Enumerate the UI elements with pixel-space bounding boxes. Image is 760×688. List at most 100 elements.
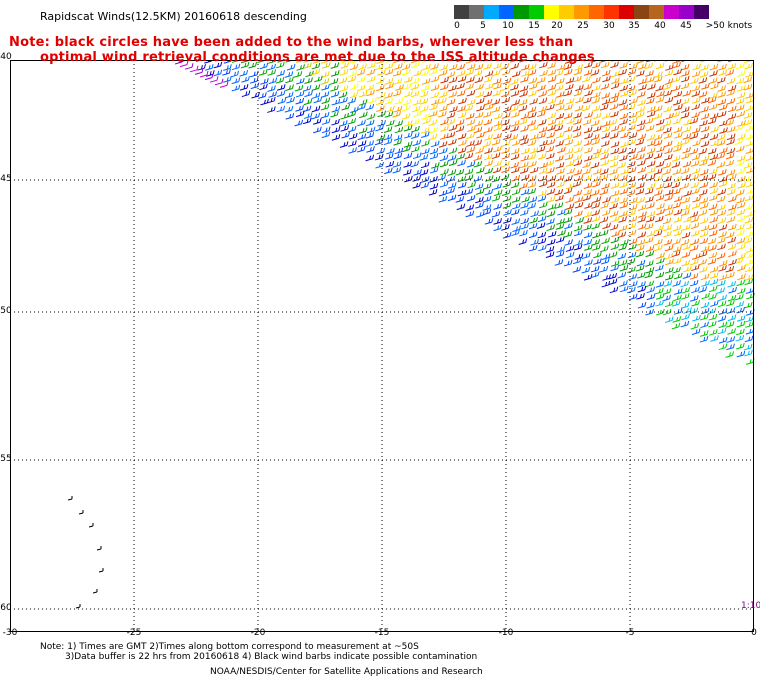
wind-barb [654, 189, 663, 196]
wind-barb [590, 271, 600, 279]
wind-barb [511, 99, 520, 106]
wind-barb [663, 105, 672, 113]
colorbar-label: 25 [577, 21, 589, 31]
wind-barb [241, 90, 251, 98]
wind-barb [619, 197, 628, 204]
wind-barb [601, 125, 611, 133]
wind-barb [347, 110, 357, 118]
wind-barb [664, 253, 674, 260]
wind-barb [717, 85, 727, 92]
wind-barb [493, 224, 503, 232]
wind-barb [637, 281, 646, 288]
wind-speed-colorbar [454, 5, 709, 19]
wind-barb [734, 138, 744, 146]
wind-barb [501, 112, 511, 119]
colorbar-swatch [604, 5, 619, 19]
contaminated-wind-barb [88, 523, 94, 528]
wind-barb [645, 308, 654, 316]
time-label: 1:10 [741, 601, 760, 611]
wind-barb [671, 161, 681, 168]
wind-barb [698, 209, 708, 217]
wind-barb [320, 111, 330, 119]
wind-barb [321, 126, 331, 134]
wind-barb [709, 63, 719, 71]
wind-barb [503, 217, 512, 224]
wind-barb [654, 238, 663, 246]
wind-barb [527, 202, 537, 210]
wind-barb [510, 125, 519, 132]
wind-barb [645, 245, 655, 252]
wind-barb [491, 106, 501, 113]
wind-barb [349, 91, 359, 99]
wind-barb [539, 61, 548, 69]
wind-barb [743, 161, 753, 169]
wind-barb [692, 314, 701, 322]
wind-barb [709, 153, 719, 161]
wind-barb [682, 146, 691, 154]
wind-barb [680, 167, 690, 175]
wind-barb [656, 308, 665, 316]
wind-barb [671, 181, 681, 189]
wind-barb [530, 210, 539, 218]
wind-barb [464, 104, 474, 112]
wind-barb [448, 76, 458, 84]
wind-barb [590, 189, 600, 196]
wind-barb [331, 98, 341, 106]
wind-barb [682, 90, 692, 97]
wind-barb [737, 155, 746, 162]
wind-barb [393, 78, 403, 85]
wind-barb [627, 166, 637, 174]
colorbar-swatch [649, 5, 664, 19]
wind-barb [619, 104, 629, 111]
wind-barb [393, 69, 402, 77]
wind-barb [413, 110, 422, 118]
wind-barb [737, 243, 746, 251]
wind-barb [646, 110, 656, 118]
wind-barb [512, 70, 521, 78]
wind-barb [590, 69, 600, 76]
wind-barb [584, 89, 593, 97]
wind-barb [646, 210, 656, 218]
wind-barb [214, 78, 224, 86]
wind-barb [627, 68, 637, 76]
wind-barb [437, 174, 447, 181]
wind-barb [735, 97, 745, 105]
wind-barb [708, 203, 718, 211]
wind-barb [716, 133, 726, 141]
wind-barb [700, 155, 710, 162]
wind-barb [617, 271, 627, 279]
wind-barb [673, 140, 683, 148]
wind-barb [295, 97, 305, 105]
wind-barb [564, 125, 573, 133]
wind-barb [591, 138, 600, 146]
wind-barb [465, 112, 475, 120]
wind-barb [735, 189, 745, 196]
wind-barb [557, 146, 566, 154]
wind-barb [519, 209, 529, 216]
wind-barb [644, 62, 654, 70]
wind-barb [719, 127, 728, 134]
wind-barb [690, 258, 699, 266]
wind-barb [708, 252, 718, 259]
wind-barb [312, 118, 322, 125]
wind-barb [698, 250, 708, 258]
wind-barb [664, 316, 674, 323]
wind-barb [572, 257, 582, 265]
wind-barb [556, 218, 565, 225]
wind-barb [736, 287, 746, 295]
wind-barb [338, 120, 348, 127]
wind-barb [250, 70, 259, 78]
wind-barb [636, 196, 646, 204]
wind-barb [528, 231, 538, 239]
wind-barb [428, 189, 438, 196]
wind-barb [672, 75, 681, 83]
wind-barb [374, 153, 384, 161]
wind-barb [727, 105, 737, 113]
footer-note-1: Note: 1) Times are GMT 2)Times along bot… [40, 642, 419, 652]
wind-barb [601, 112, 611, 120]
wind-barb [440, 125, 449, 132]
wind-barb [737, 182, 746, 189]
wind-barb [692, 63, 701, 71]
wind-barb [547, 69, 557, 76]
longitude-label: 0 [751, 628, 757, 638]
